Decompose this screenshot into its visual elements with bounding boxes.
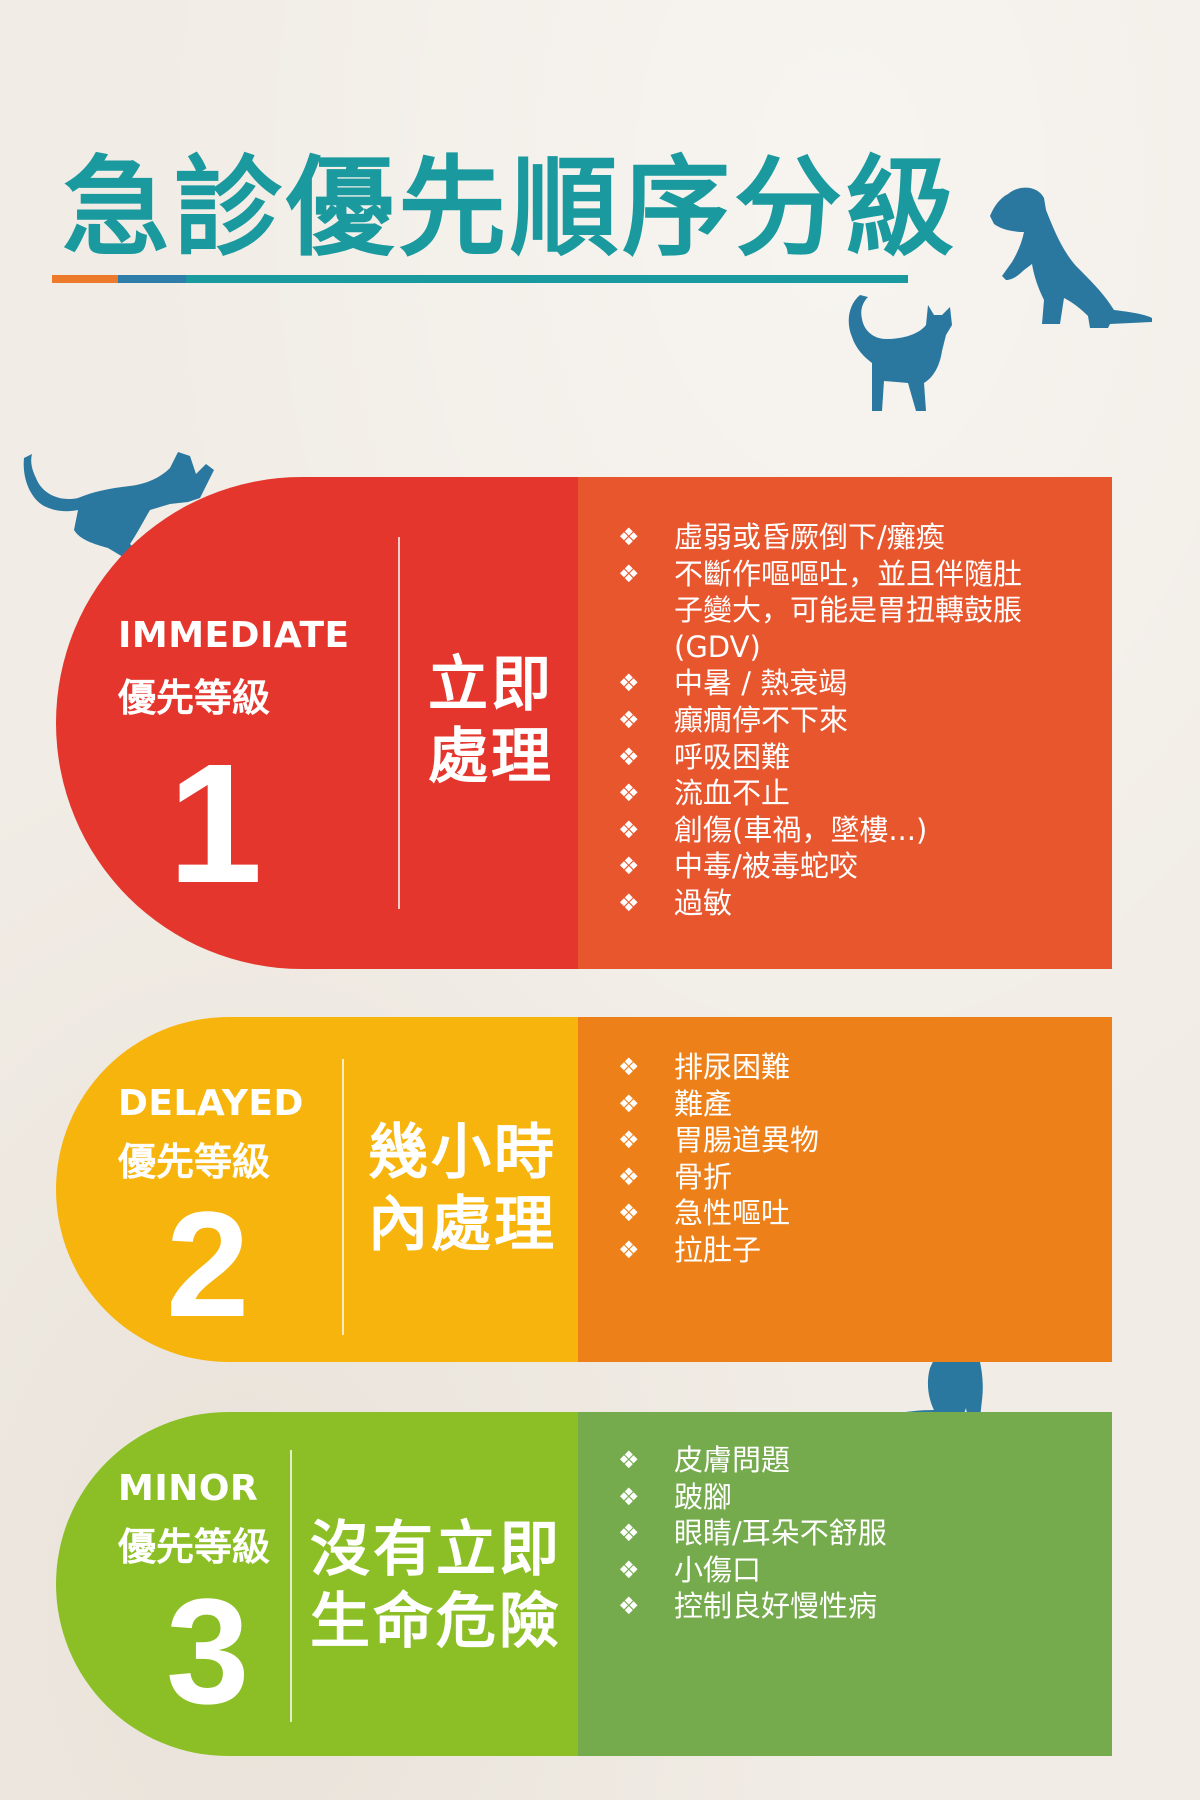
- condition-list: ❖ 皮膚問題 ❖ 跛腳 ❖ 眼睛/耳朵不舒服 ❖ 小傷口 ❖ 控制良好慢性病: [618, 1442, 887, 1625]
- level-1-chinese-label: 優先等級: [118, 676, 271, 720]
- level-2-chinese-label: 優先等級: [118, 1140, 271, 1184]
- level-3-chinese-label: 優先等級: [118, 1525, 271, 1569]
- diamond-bullet-icon: ❖: [618, 523, 640, 551]
- diamond-bullet-icon: ❖: [618, 1089, 640, 1118]
- level-2-english-name: DELAYED: [118, 1083, 304, 1124]
- diamond-bullet-icon: ❖: [618, 1519, 640, 1548]
- level-1-panel: IMMEDIATE 優先等級 1 立即 處理: [56, 477, 578, 969]
- diamond-bullet-icon: ❖: [618, 742, 640, 771]
- list-item: ❖ 排尿困難: [618, 1050, 791, 1084]
- list-item: ❖ 胃腸道異物: [618, 1123, 820, 1158]
- diamond-bullet-icon: ❖: [618, 1592, 640, 1621]
- priority-level-3: MINOR 優先等級 3 沒有立即 生命危險 ❖ 皮膚問題 ❖ 跛腳 ❖ 眼睛/耳朵不…: [56, 1412, 1112, 1756]
- diamond-bullet-icon: ❖: [618, 1482, 640, 1511]
- diamond-bullet-icon: ❖: [618, 888, 640, 917]
- list-item: (GDV): [674, 629, 761, 664]
- level-1-divider: [398, 537, 400, 909]
- diamond-bullet-icon: ❖: [618, 1126, 640, 1155]
- diamond-bullet-icon: ❖: [618, 1446, 640, 1474]
- list-item: ❖ 骨折: [618, 1159, 733, 1194]
- list-item: ❖ 流血不止: [618, 776, 791, 811]
- list-item: ❖ 小傷口: [618, 1552, 762, 1587]
- cat-silhouette-icon: [848, 295, 952, 411]
- diamond-bullet-icon: ❖: [618, 815, 640, 844]
- list-item: ❖ 皮膚問題: [618, 1443, 791, 1477]
- diamond-bullet-icon: ❖: [618, 559, 640, 588]
- diamond-bullet-icon: ❖: [618, 779, 640, 808]
- condition-list: ❖ 虛弱或昏厥倒下/癱瘓 ❖ 不斷作嘔嘔吐，並且伴隨肚 子變大，可能是胃扭轉鼓脹 (…: [618, 519, 1022, 922]
- list-item: ❖ 虛弱或昏厥倒下/癱瘓: [618, 520, 945, 554]
- list-item: ❖ 跛腳: [618, 1479, 733, 1514]
- list-item: ❖ 癲癇停不下來: [618, 702, 849, 737]
- list-item: ❖ 過敏: [618, 885, 733, 920]
- page-title: 急診優先順序分級: [62, 146, 959, 271]
- list-item: ❖ 創傷(車禍，墜樓...): [618, 812, 928, 847]
- list-item: ❖ 控制良好慢性病: [618, 1589, 878, 1624]
- level-3-divider: [290, 1450, 292, 1722]
- level-3-number: 3: [166, 1567, 250, 1735]
- cat-silhouette-icon: [23, 452, 214, 560]
- list-item: 子變大，可能是胃扭轉鼓脹: [674, 593, 1023, 628]
- list-item: ❖ 難產: [618, 1086, 733, 1121]
- level-2-conditions: ❖ 排尿困難 ❖ 難產 ❖ 胃腸道異物 ❖ 骨折 ❖ 急性嘔吐 ❖ 拉肚子: [578, 1017, 1112, 1362]
- level-1-action: 立即 處理: [428, 650, 554, 792]
- level-3-english-name: MINOR: [118, 1468, 259, 1509]
- list-item: ❖ 呼吸困難: [618, 739, 791, 774]
- list-item: ❖ 急性嘔吐: [618, 1196, 791, 1231]
- level-2-panel: DELAYED 優先等級 2 幾小時 內處理: [56, 1017, 578, 1362]
- diamond-bullet-icon: ❖: [618, 705, 640, 734]
- dog-silhouette-icon: [990, 187, 1152, 328]
- list-item: ❖ 中暑 / 熱衰竭: [618, 666, 848, 701]
- condition-list: ❖ 排尿困難 ❖ 難產 ❖ 胃腸道異物 ❖ 骨折 ❖ 急性嘔吐 ❖ 拉肚子: [618, 1049, 819, 1269]
- diamond-bullet-icon: ❖: [618, 1235, 640, 1264]
- level-2-divider: [342, 1059, 344, 1335]
- diamond-bullet-icon: ❖: [618, 1199, 640, 1228]
- diamond-bullet-icon: ❖: [618, 1162, 640, 1191]
- level-3-conditions: ❖ 皮膚問題 ❖ 跛腳 ❖ 眼睛/耳朵不舒服 ❖ 小傷口 ❖ 控制良好慢性病: [578, 1412, 1112, 1756]
- level-3-panel: MINOR 優先等級 3 沒有立即 生命危險: [56, 1412, 578, 1756]
- list-item: ❖ 中毒/被毒蛇咬: [618, 849, 858, 884]
- level-1-number: 1: [168, 729, 263, 919]
- priority-level-2: DELAYED 優先等級 2 幾小時 內處理 ❖ 排尿困難 ❖ 難產 ❖ 胃腸道異物 …: [56, 1017, 1112, 1362]
- level-3-action: 沒有立即 生命危險: [310, 1515, 562, 1657]
- list-item: ❖ 拉肚子: [618, 1232, 762, 1267]
- diamond-bullet-icon: ❖: [618, 669, 640, 698]
- title-underline: [52, 275, 908, 283]
- level-1-conditions: ❖ 虛弱或昏厥倒下/癱瘓 ❖ 不斷作嘔嘔吐，並且伴隨肚 子變大，可能是胃扭轉鼓脹 (…: [578, 477, 1112, 969]
- list-item: ❖ 眼睛/耳朵不舒服: [618, 1516, 887, 1551]
- level-2-number: 2: [166, 1180, 250, 1348]
- diamond-bullet-icon: ❖: [618, 1555, 640, 1584]
- level-1-english-name: IMMEDIATE: [118, 615, 350, 656]
- level-2-action: 幾小時 內處理: [368, 1118, 557, 1260]
- diamond-bullet-icon: ❖: [618, 852, 640, 881]
- priority-level-1: IMMEDIATE 優先等級 1 立即 處理 ❖ 虛弱或昏厥倒下/癱瘓 ❖ 不斷作嘔…: [56, 477, 1112, 969]
- list-item: ❖ 不斷作嘔嘔吐，並且伴隨肚: [618, 556, 1023, 591]
- diamond-bullet-icon: ❖: [618, 1053, 640, 1081]
